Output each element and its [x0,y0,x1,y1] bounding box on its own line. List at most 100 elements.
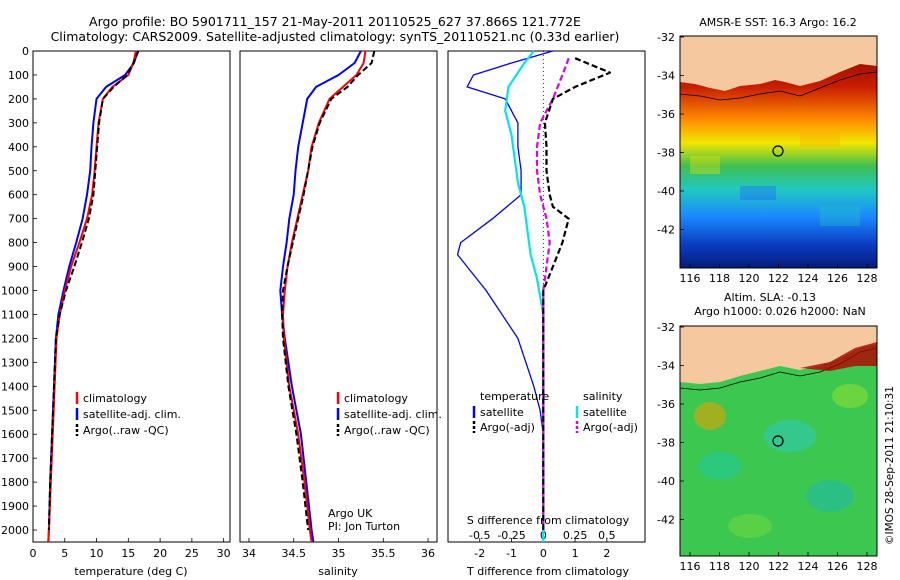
lat-tick-label: -32 [657,321,675,334]
sla-map-title-2: Argo h1000: 0.026 h2000: NaN [694,305,866,318]
x-tick-label: 1 [572,547,579,560]
x-tick-label: 2 [603,547,610,560]
lon-tick-label: 126 [827,560,848,573]
sla-map: Altim. SLA: -0.13 Argo h1000: 0.026 h200… [657,291,878,573]
x-tick-label: 10 [90,547,104,560]
depth-tick-label: 2000 [1,524,29,537]
legend-label: satellite [583,406,627,419]
x-tick-label: 35.5 [371,547,396,560]
depth-tick-label: 600 [8,189,29,202]
depth-ticks: 0 100 200 300 400 500 600 700 800 900 1000 1100 1200… [1,45,452,537]
pi-label: PI: Jon Turton [328,520,400,533]
salinity-lines [279,50,376,543]
sla-map-lon-ticks: 116 118 120 122 124 126 128 [680,552,878,573]
depth-tick-label: 1700 [1,452,29,465]
s-tick-label: 0.5 [598,529,616,542]
temperature-lines [47,50,140,543]
x-tick-label: 25 [185,547,199,560]
s-tick-label: -0.5 [469,529,490,542]
sst-map-image [680,36,877,268]
depth-tick-label: 1600 [1,428,29,441]
t-difference-xlabel: T difference from climatology [466,565,629,578]
depth-tick-label: 1000 [1,285,29,298]
lon-tick-label: 116 [680,272,701,285]
legend-label: Argo(..raw -QC) [344,424,430,437]
argo-location-marker [772,145,784,157]
depth-tick-label: 1200 [1,332,29,345]
sla-map-image [680,326,877,556]
land-mask-2 [680,326,877,384]
legend-label: satellite-adj. clim. [83,408,181,421]
lon-tick-label: 120 [739,560,760,573]
legend-heading: temperature [480,390,549,403]
argo-location-marker-2 [772,435,784,447]
lat-tick-label: -36 [657,398,675,411]
lat-tick-label: -40 [657,185,675,198]
title-line-1: Argo profile: BO 5901711_157 21-May-2011… [89,14,581,29]
lat-tick-label: -36 [657,108,675,121]
depth-tick-label: 900 [8,261,29,274]
lon-tick-label: 128 [857,560,878,573]
lat-tick-label: -42 [657,514,675,527]
salinity-ticks: 34 34.5 35 35.5 36 [242,538,435,560]
lon-tick-label: 116 [680,560,701,573]
x-tick-label: 36 [421,547,435,560]
x-tick-label: 5 [61,547,68,560]
x-tick-label: 0 [30,547,37,560]
lat-tick-label: -34 [657,360,675,373]
lon-tick-label: 122 [768,272,789,285]
x-tick-label: -1 [506,547,517,560]
salinity-panel: 34 34.5 35 35.5 36 climatology satellite-adj.… [239,50,442,578]
legend-label: Argo(..raw -QC) [83,424,169,437]
argo-uk-label: Argo UK [328,507,373,520]
x-tick-label: 15 [121,547,135,560]
temperature-legend: climatology satellite-adj. clim. Argo(..ra… [75,392,181,437]
lat-tick-label: -34 [657,70,675,83]
land-mask [680,36,877,91]
difference-axes-frame [447,50,646,543]
lon-tick-label: 124 [798,272,819,285]
depth-tick-label: 100 [8,69,29,82]
sst-map-lon-ticks: 116 118 120 122 124 126 128 [680,264,878,285]
sst-map-title: AMSR-E SST: 16.3 Argo: 16.2 [699,16,857,29]
difference-lines [456,50,612,542]
x-tick-label: 34 [242,547,256,560]
temperature-panel: 0100200300400500600700800900100011001200… [1,45,452,578]
legend-label: climatology [83,392,147,405]
temperature-axes-frame [32,50,231,543]
legend-label: climatology [344,392,408,405]
lat-tick-label: -40 [657,475,675,488]
difference-legend: temperature salinity satellite Argo(-adj) sa… [472,390,638,434]
imos-stamp: ©IMOS 28-Sep-2011 21:10:31 [884,386,896,545]
x-tick-label: 20 [153,547,167,560]
temperature-difference-argo-line [542,57,612,530]
lon-tick-label: 126 [827,272,848,285]
x-tick-label: 34.5 [281,547,306,560]
lon-tick-label: 128 [857,272,878,285]
salinity-legend: climatology satellite-adj. clim. Argo(..ra… [336,392,442,437]
legend-label: Argo(-adj) [583,421,638,434]
t-difference-ticks: -2 -1 0 1 2 [474,538,610,560]
sst-map: AMSR-E SST: 16.3 Argo: 16.2 [657,16,878,285]
depth-tick-label: 700 [8,213,29,226]
difference-panel: -2 -1 0 1 2 -0.5 -0.25 0 0.25 0.5 temperature sal… [447,50,646,578]
salinity-argo-line [281,50,376,531]
depth-tick-label: 400 [8,141,29,154]
depth-tick-label: 0 [22,45,29,58]
lat-tick-label: -38 [657,147,675,160]
lat-tick-label: -42 [657,224,675,237]
legend-label: satellite-adj. clim. [344,408,442,421]
salinity-satellite-line [279,50,362,543]
depth-tick-label: 1900 [1,500,29,513]
x-tick-label: 30 [217,547,231,560]
salinity-xlabel: salinity [318,565,358,578]
sla-map-lat-ticks: -32 -34 -36 -38 -40 -42 [657,321,684,527]
lon-tick-label: 120 [739,272,760,285]
temperature-argo-line [47,50,140,531]
temperature-ticks: 0 5 10 15 20 25 30 [30,538,231,560]
lat-tick-label: -38 [657,437,675,450]
x-tick-label: 35 [332,547,346,560]
depth-tick-label: 300 [8,117,29,130]
depth-tick-label: 1800 [1,476,29,489]
